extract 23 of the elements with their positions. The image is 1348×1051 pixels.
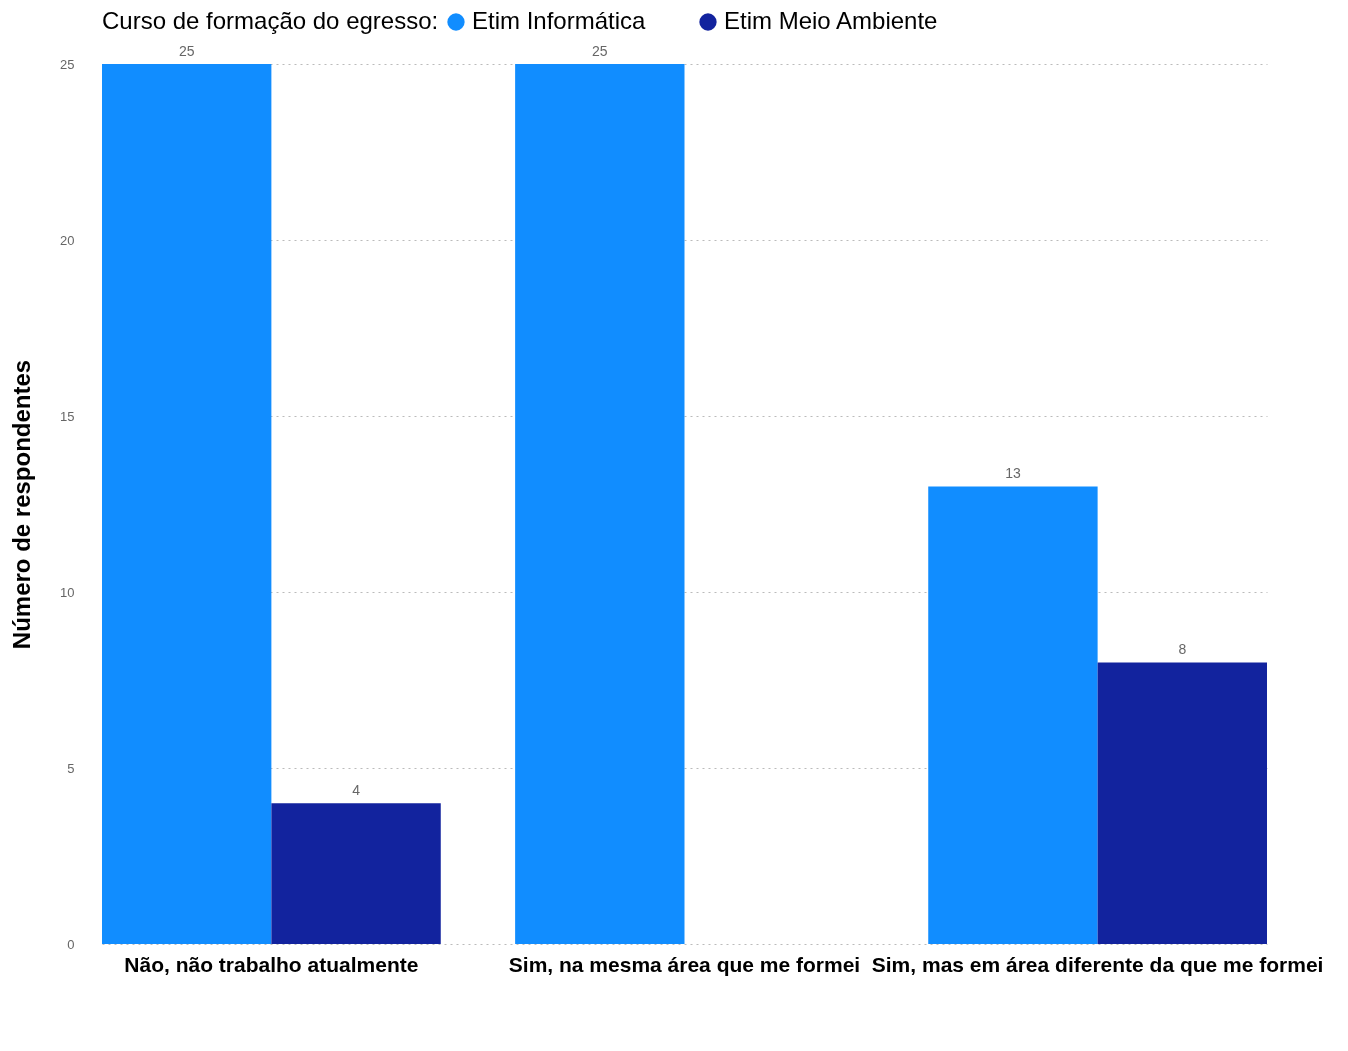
bar	[515, 64, 685, 944]
data-label: 13	[1005, 465, 1021, 482]
y-tick-label: 15	[60, 408, 75, 424]
data-label: 8	[1178, 641, 1187, 658]
x-tick-label: Não, não trabalho atualmente	[124, 952, 419, 976]
y-tick-label: 25	[60, 56, 75, 72]
bar	[1097, 662, 1267, 944]
x-tick-label: Sim, na mesma área que me formei	[508, 952, 861, 976]
y-tick-label: 0	[67, 936, 75, 952]
legend-label: Etim Informática	[472, 7, 647, 34]
legend-title: Curso de formação do egresso:	[102, 7, 439, 34]
bar	[102, 64, 272, 944]
y-tick-label: 5	[67, 760, 75, 776]
bar	[271, 803, 441, 944]
legend-label: Etim Meio Ambiente	[724, 7, 938, 34]
x-tick-label: Sim, mas em área diferente da que me formei	[871, 952, 1324, 976]
y-axis-title: Número de respondentes	[8, 359, 36, 650]
data-label: 25	[592, 43, 608, 59]
data-label: 25	[178, 43, 195, 59]
y-tick-label: 10	[60, 584, 75, 600]
data-label: 4	[352, 782, 361, 799]
y-tick-label: 20	[60, 232, 75, 248]
bar	[928, 486, 1098, 944]
